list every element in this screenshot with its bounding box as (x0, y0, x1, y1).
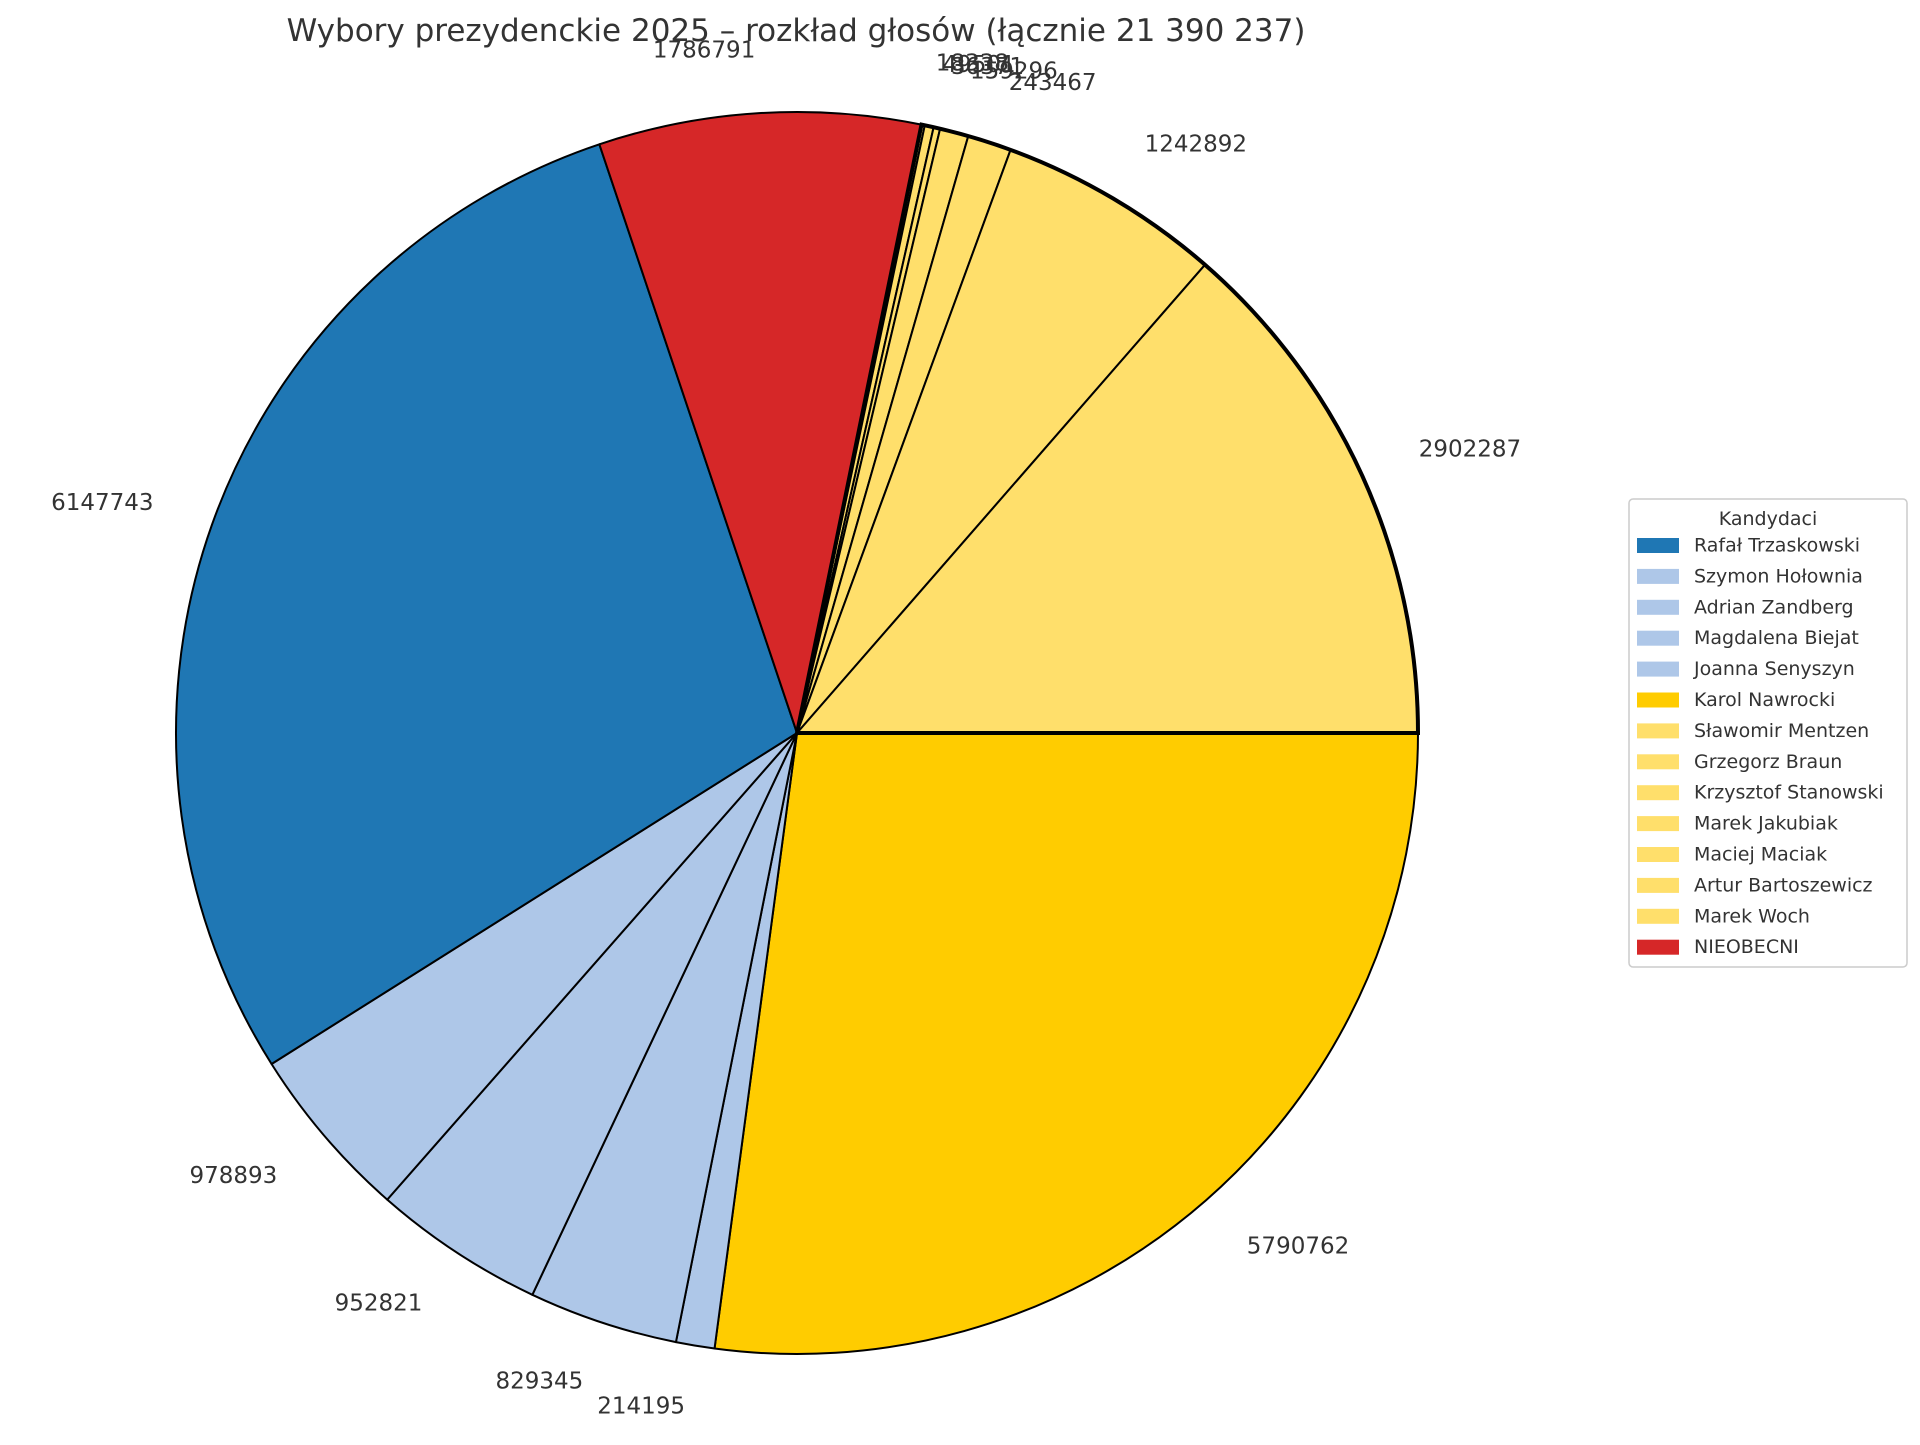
slice-label-marek-woch: 18338 (936, 51, 1009, 77)
legend-swatch-karol-nawrocki (1637, 692, 1679, 708)
legend-label-artur-bartoszewicz: Artur Bartoszewicz (1694, 874, 1873, 896)
group-outline-right (794, 122, 1421, 735)
legend-swatch-rafal-trzaskowski (1637, 538, 1679, 553)
slice-label-marek-jakubiak: 159296 (970, 59, 1058, 85)
legend-swatch-joanna-senyszyn (1637, 661, 1679, 677)
legend-label-marek-jakubiak: Marek Jakubiak (1694, 813, 1838, 835)
legend-swatch-nieobecni (1637, 939, 1679, 955)
legend-label-marek-woch: Marek Woch (1694, 905, 1810, 927)
chart-title: Wybory prezydenckie 2025 – rozkład głosó… (287, 13, 1306, 49)
legend-label-adrian-zandberg: Adrian Zandberg (1694, 596, 1854, 618)
legend-swatch-szymon-holownia (1637, 568, 1679, 584)
legend-label-rafal-trzaskowski: Rafał Trzaskowski (1694, 535, 1860, 557)
group-outlines (794, 122, 1421, 735)
legend-swatch-slawomir-mentzen (1637, 723, 1679, 739)
pie-slices (175, 111, 1419, 1355)
pie-slice-karol-nawrocki (713, 732, 1419, 1355)
legend-label-maciej-maciak: Maciej Maciak (1694, 844, 1827, 866)
legend-items: Rafał Trzaskowski Szymon Hołownia Adrian Z… (1637, 535, 1884, 958)
legend-swatch-grzegorz-braun (1637, 754, 1679, 770)
legend-swatch-magdalena-biejat (1637, 630, 1679, 646)
legend-label-karol-nawrocki: Karol Nawrocki (1694, 689, 1835, 711)
slice-labels: 5790762 214195 829345 952821 978893 6147743 17… (51, 38, 1521, 1420)
legend-title: Kandydaci (1719, 508, 1818, 530)
slice-label-szymon-holownia: 978893 (189, 1163, 277, 1189)
legend-label-grzegorz-braun: Grzegorz Braun (1694, 751, 1842, 773)
slice-label-karol-nawrocki: 5790762 (1247, 1234, 1349, 1260)
slice-label-rafal-trzaskowski: 6147743 (51, 490, 153, 516)
legend-label-slawomir-mentzen: Sławomir Mentzen (1694, 720, 1869, 742)
legend-swatch-artur-bartoszewicz (1637, 877, 1679, 893)
legend-swatch-krzysztof-stanowski (1637, 785, 1679, 801)
legend-swatch-marek-jakubiak (1637, 816, 1679, 832)
legend-label-krzysztof-stanowski: Krzysztof Stanowski (1694, 782, 1884, 804)
pie-slice-adrian-zandberg (386, 732, 798, 1296)
slice-label-magdalena-biejat: 829345 (495, 1368, 583, 1394)
legend-label-nieobecni: NIEOBECNI (1694, 936, 1799, 958)
legend-swatch-marek-woch (1637, 908, 1679, 924)
legend: Kandydaci Rafał Trzaskowski Szymon Hołown… (1628, 498, 1908, 968)
slice-label-artur-bartoszewicz: 49501 (942, 52, 1015, 78)
pie-slice-rafal-trzaskowski (175, 143, 798, 1065)
slice-label-adrian-zandberg: 952821 (335, 1291, 423, 1317)
legend-label-szymon-holownia: Szymon Hołownia (1694, 565, 1863, 587)
slice-label-joanna-senyszyn: 214195 (597, 1393, 685, 1419)
slice-label-maciej-maciak: 36371 (951, 54, 1024, 80)
slice-label-krzysztof-stanowski: 243467 (1009, 70, 1097, 96)
legend-frame (1628, 498, 1908, 968)
legend-swatch-adrian-zandberg (1637, 599, 1679, 615)
slice-label-grzegorz-braun: 1242892 (1145, 131, 1247, 157)
legend-label-joanna-senyszyn: Joanna Senyszyn (1693, 658, 1855, 680)
slice-label-slawomir-mentzen: 2902287 (1419, 437, 1521, 463)
legend-label-magdalena-biejat: Magdalena Biejat (1694, 627, 1859, 649)
legend-swatch-maciej-maciak (1637, 847, 1679, 862)
pie-slice-szymon-holownia (270, 732, 798, 1201)
pie-slice-nieobecni (598, 111, 923, 734)
slice-label-nieobecni: 1786791 (653, 38, 755, 64)
